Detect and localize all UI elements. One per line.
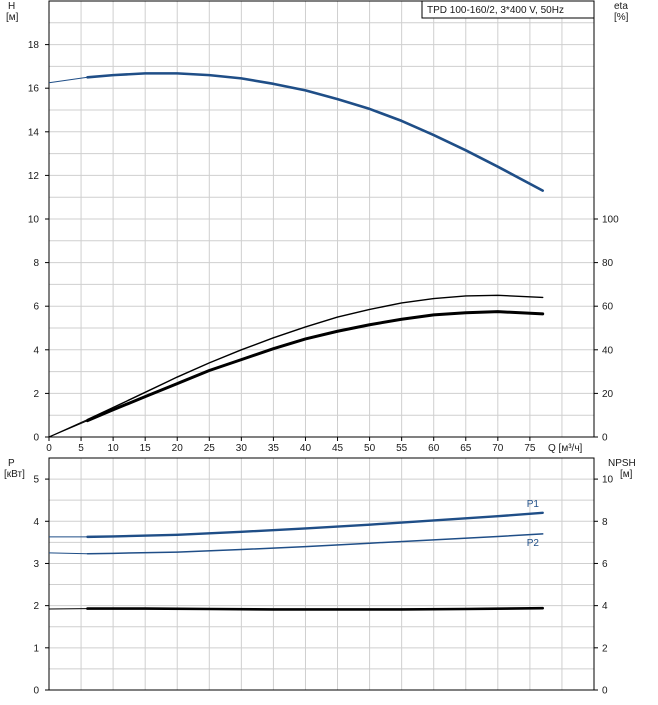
y-right-axis-label: eta <box>614 1 628 12</box>
x-tick-label: 35 <box>268 443 280 454</box>
y-left-tick-label: 10 <box>28 215 40 226</box>
y-right-tick-label: 40 <box>602 345 614 356</box>
top-panel: 0 2 4 6 8 10 12 14 16 18 0 20 40 60 80 100 H[м] eta[%] 0 5 1… <box>6 1 629 454</box>
title-box: TPD 100-160/2, 3*400 V, 50Hz <box>422 1 594 18</box>
x-tick-label: 40 <box>300 443 312 454</box>
y-right-tick-label: 0 <box>602 686 608 697</box>
y-left-tick-label: 4 <box>33 345 39 356</box>
y-right-tick-label: 0 <box>602 433 608 444</box>
x-tick-label: 25 <box>204 443 216 454</box>
x-tick-label: 5 <box>78 443 84 454</box>
x-tick-label: 50 <box>364 443 376 454</box>
y-right-tick-label: 10 <box>602 475 614 486</box>
y-left-tick-label: 6 <box>33 302 39 313</box>
x-axis-label: Q [м³/ч] <box>548 443 583 454</box>
y-left-tick-label: 2 <box>33 601 39 612</box>
x-tick-label: 60 <box>428 443 440 454</box>
title-box-text: TPD 100-160/2, 3*400 V, 50Hz <box>427 5 564 16</box>
y-left-tick-label: 16 <box>28 84 40 95</box>
plot-frame <box>49 458 594 690</box>
series-label-p1: P1 <box>527 499 540 510</box>
y-right-tick-label: 4 <box>602 601 608 612</box>
y-left-axis-unit: [кВт] <box>4 469 25 480</box>
y-left-tick-label: 3 <box>33 559 39 570</box>
y-left-tick-label: 0 <box>33 686 39 697</box>
y-right-axis-unit: [м] <box>620 469 633 480</box>
x-tick-label: 65 <box>460 443 472 454</box>
y-left-tick-label: 5 <box>33 475 39 486</box>
x-tick-label: 30 <box>236 443 248 454</box>
y-left-axis-label: P <box>8 458 15 469</box>
x-tick-label: 45 <box>332 443 344 454</box>
y-left-tick-label: 8 <box>33 258 39 269</box>
y-left-tick-label: 12 <box>28 171 40 182</box>
y-right-tick-label: 60 <box>602 302 614 313</box>
x-tick-label: 75 <box>524 443 536 454</box>
y-left-tick-label: 14 <box>28 127 40 138</box>
series-line-p1 <box>87 513 542 537</box>
y-left-tick-label: 1 <box>33 643 39 654</box>
y-right-tick-label: 80 <box>602 258 614 269</box>
x-tick-label: 10 <box>108 443 120 454</box>
y-right-tick-label: 6 <box>602 559 608 570</box>
series-label-p2: P2 <box>527 538 540 549</box>
y-left-tick-label: 4 <box>33 517 39 528</box>
y-right-tick-label: 8 <box>602 517 608 528</box>
y-right-axis-label: NPSH <box>608 458 636 469</box>
x-tick-label: 0 <box>46 443 52 454</box>
y-left-tick-label: 2 <box>33 389 39 400</box>
series-extension-line <box>49 421 87 437</box>
x-tick-label: 20 <box>172 443 184 454</box>
y-left-tick-label: 0 <box>33 433 39 444</box>
series-line-p2 <box>87 534 542 554</box>
y-right-tick-label: 2 <box>602 643 608 654</box>
bottom-panel: 0 1 2 3 4 5 0 2 4 6 8 10 P[кВт] NPSH[м] P1 P2 <box>4 458 636 697</box>
y-right-tick-label: 20 <box>602 389 614 400</box>
y-left-axis-label: H <box>8 1 15 12</box>
series-extension-line <box>49 77 87 82</box>
y-right-axis-unit: [%] <box>614 12 629 23</box>
series-line <box>87 608 542 609</box>
x-tick-label: 15 <box>140 443 152 454</box>
y-left-axis-unit: [м] <box>6 12 19 23</box>
x-tick-label: 55 <box>396 443 408 454</box>
x-tick-label: 70 <box>492 443 504 454</box>
series-extension-line <box>49 553 87 554</box>
y-right-tick-label: 100 <box>602 215 619 226</box>
y-left-tick-label: 18 <box>28 40 40 51</box>
